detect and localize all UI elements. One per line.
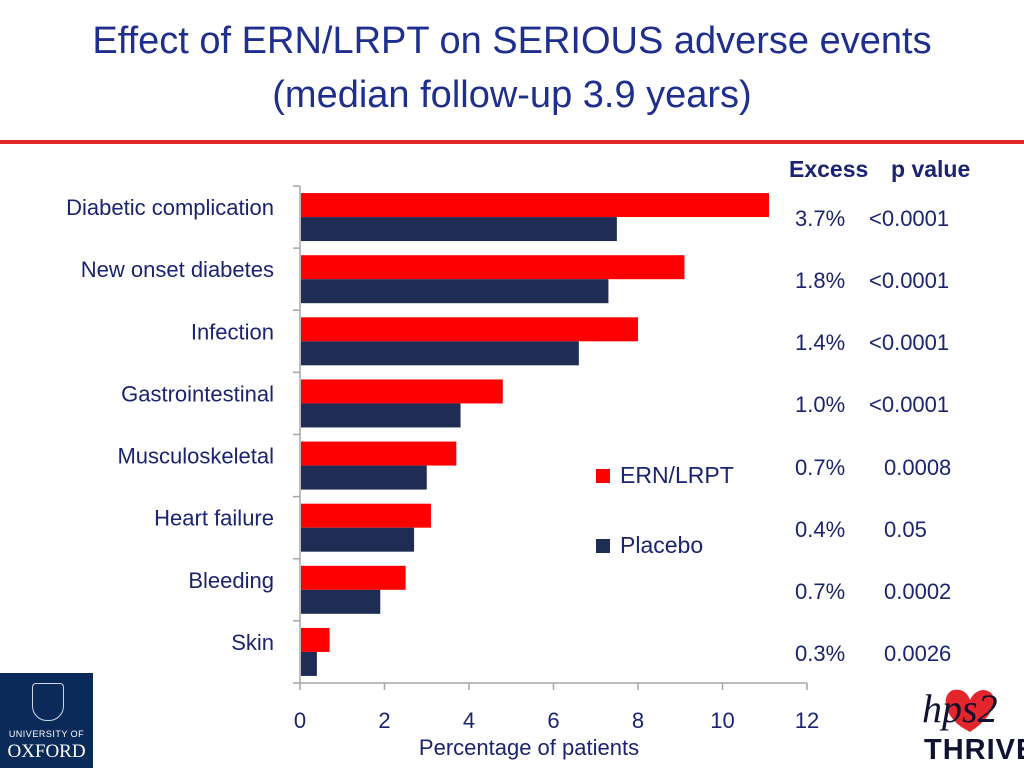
bar-placebo <box>301 589 381 614</box>
category-label: Musculoskeletal <box>117 444 274 469</box>
excess-value: 1.0% <box>795 392 846 418</box>
excess-value: 1.8% <box>795 268 846 294</box>
oxford-crest-icon <box>32 683 64 721</box>
bar-chart: 0 2 4 6 8 10 12 Percentage of patients Diabetic … <box>66 185 819 760</box>
category-label: New onset diabetes <box>81 257 274 282</box>
excess-value: 0.3% <box>795 640 846 666</box>
bar-ern <box>301 503 431 528</box>
excess-value: 0.4% <box>795 516 846 542</box>
bar-ern <box>301 193 769 218</box>
bar-ern <box>301 255 685 280</box>
title-divider <box>0 140 1024 144</box>
bar-placebo <box>301 217 617 242</box>
bar-placebo <box>301 403 461 428</box>
bar-ern <box>301 317 638 342</box>
slide-title-line2: (median follow-up 3.9 years) <box>272 74 752 116</box>
pvalue-value: 0.0002 <box>884 578 952 604</box>
slide-title-line1: Effect of ERN/LRPT on SERIOUS adverse ev… <box>92 20 932 62</box>
excess-value: 3.7% <box>795 206 846 231</box>
excess-header: Excess <box>789 156 869 182</box>
pvalue-value: 0.0008 <box>884 454 952 480</box>
bar-placebo <box>301 527 415 552</box>
legend-item-ern: ERN/LRPT <box>596 462 734 489</box>
legend-label-ern: ERN/LRPT <box>620 462 734 488</box>
category-label: Bleeding <box>188 568 274 593</box>
x-tick-label: 0 <box>294 708 306 733</box>
bar-ern <box>301 379 503 404</box>
hps2-thrive-logo: hps2 <box>922 686 998 732</box>
bar-placebo <box>301 341 579 366</box>
legend-swatch-placebo <box>596 538 610 553</box>
oxford-logo: UNIVERSITY OF OXFORD <box>0 673 93 768</box>
bar-placebo <box>301 465 427 490</box>
category-label: Heart failure <box>154 506 274 531</box>
category-label: Skin <box>231 630 274 655</box>
excess-value: 0.7% <box>795 578 846 604</box>
oxford-logo-text: OXFORD <box>7 741 86 762</box>
excess-value: 1.4% <box>795 330 846 356</box>
bar-ern <box>301 565 406 590</box>
bar-placebo <box>301 279 609 304</box>
pvalue-value: <0.0001 <box>869 268 950 294</box>
category-label: Gastrointestinal <box>121 381 274 406</box>
x-tick-label: 2 <box>378 708 390 733</box>
excess-value: 0.7% <box>795 454 846 480</box>
x-tick-label: 6 <box>547 708 559 733</box>
x-axis-label: Percentage of patients <box>419 735 639 760</box>
heart-icon <box>945 689 995 732</box>
thrive-wordmark: THRIVE <box>924 734 1024 766</box>
bar-ern <box>301 441 457 466</box>
pvalue-value: 0.05 <box>884 516 927 542</box>
category-label: Infection <box>191 319 274 344</box>
pvalue-value: <0.0001 <box>869 330 950 356</box>
legend-item-placebo: Placebo <box>596 532 703 559</box>
pvalue-value: <0.0001 <box>869 206 950 231</box>
x-tick-label: 8 <box>632 708 644 733</box>
x-tick-label: 10 <box>710 708 734 733</box>
legend-swatch-ern <box>596 468 610 483</box>
pvalue-header: p value <box>891 156 971 182</box>
legend-label-placebo: Placebo <box>620 532 704 558</box>
oxford-logo-small-text: UNIVERSITY OF <box>8 729 85 739</box>
bar-ern <box>301 627 330 652</box>
x-tick-label: 12 <box>795 708 819 733</box>
pvalue-value: 0.0026 <box>884 640 952 666</box>
bar-placebo <box>301 651 317 676</box>
x-tick-label: 4 <box>463 708 475 733</box>
hps2-mark: hps2 <box>922 686 998 731</box>
category-label: Diabetic complication <box>66 195 274 220</box>
slide-title: Effect of ERN/LRPT on SERIOUS adverse ev… <box>0 14 1024 122</box>
pvalue-value: <0.0001 <box>869 392 950 418</box>
